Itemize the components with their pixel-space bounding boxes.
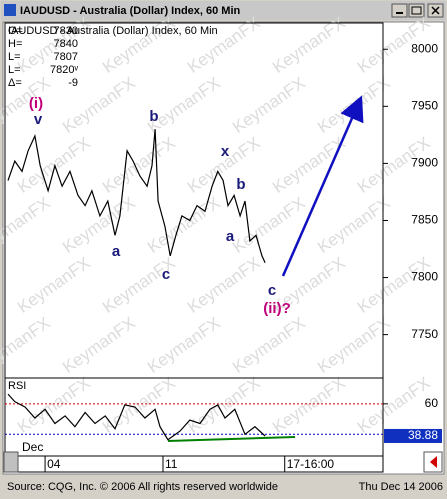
close-icon [431,6,440,15]
y-tick-label: 7750 [411,327,438,341]
y-tick-label: 7800 [411,270,438,284]
footer-source: Source: CQG, Inc. © 2006 All rights rese… [7,481,278,493]
window-title: IAUDUSD - Australia (Dollar) Index, 60 M… [20,5,241,17]
wave-label: (i) [29,95,43,112]
readout-label: O= [8,25,23,37]
x-month-label: Dec [22,440,43,454]
readout-value: 7830 [54,25,78,37]
price-line [7,393,266,441]
last-value-box [384,428,442,443]
readout-label: Δ= [8,77,22,89]
wave-label: (ii)? [263,300,291,317]
scroll-arrow [430,456,437,468]
y-tick-label: 8000 [411,41,438,55]
x-tick-label: 11 [165,457,178,471]
readout-label: L= [8,51,21,63]
wave-label: c [162,266,170,283]
readout-value: 7807 [54,51,78,63]
wave-label: a [226,228,235,245]
x-tick-label: 17-16:00 [287,457,335,471]
panel-title: IAUDUSD - Australia (Dollar) Index, 60 M… [8,25,218,37]
wave-label: x [221,143,230,160]
rsi-trendline [167,436,296,442]
y-tick-label: 7850 [411,213,438,227]
wave-label: c [268,282,276,299]
panel-title: RSI [8,380,26,392]
wave-label: b [149,108,158,125]
last-value-label: 38.88 [408,428,438,442]
readout-label: H= [8,38,22,50]
projection-arrow [281,95,364,277]
y-tick-label: 7900 [411,156,438,170]
window-buttons[interactable] [391,3,444,18]
y-tick-label: 7950 [411,98,438,112]
wave-label: b [236,176,245,193]
readout-value: 7840 [54,38,78,50]
x-tick-label: 04 [47,457,61,471]
readout-value: -9 [68,77,78,89]
y-tick-label: 60 [425,396,439,410]
price-line [7,129,266,263]
scroll-left[interactable] [3,451,19,473]
wave-label: v [34,111,43,128]
readout-label: L= [8,64,21,76]
title-bar [1,1,446,20]
minimize-button[interactable] [391,3,408,18]
app-icon [4,4,16,16]
footer-date: Thu Dec 14 2006 [359,481,443,493]
chart-area [2,21,445,475]
maximize-icon [411,6,422,15]
wave-label: a [112,243,121,260]
readout-value: 7820ᵛ [50,64,78,76]
